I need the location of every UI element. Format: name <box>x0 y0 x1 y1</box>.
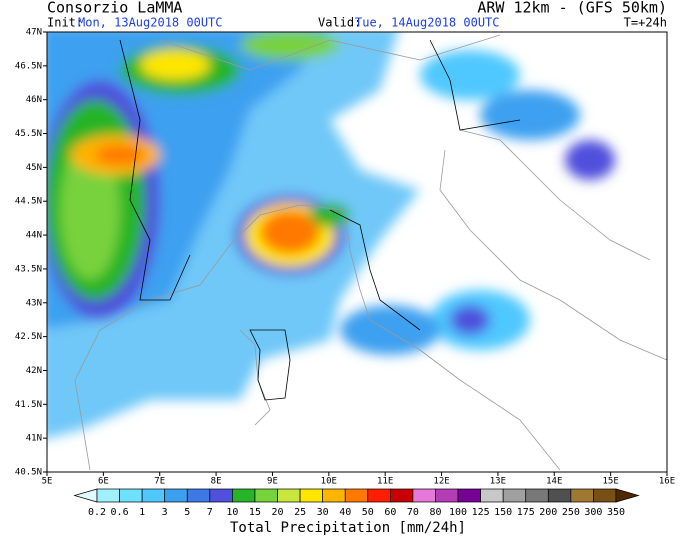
colorbar-label: 15 <box>249 507 261 518</box>
init-label: Init: <box>47 16 83 30</box>
lat-label: 44.5N <box>15 197 42 207</box>
colorbar-label: 20 <box>271 507 283 518</box>
colorbar-label: 150 <box>494 507 512 518</box>
lead-time: T=+24h <box>624 16 667 30</box>
colorbar-box <box>525 488 549 503</box>
colorbar-label: 300 <box>584 507 602 518</box>
lon-label: 13E <box>490 477 506 487</box>
colorbar-box <box>593 488 617 503</box>
title: Consorzio LaMMA <box>47 0 182 17</box>
colorbar-label: 60 <box>384 507 396 518</box>
model: ARW 12km - (GFS 50km) <box>477 0 667 17</box>
colorbar-label: 200 <box>539 507 557 518</box>
lat-label: 40.5N <box>15 468 42 478</box>
lon-label: 16E <box>659 477 675 487</box>
lon-label: 11E <box>377 477 393 487</box>
colorbar-box <box>547 488 572 503</box>
colorbar-label: 25 <box>294 507 306 518</box>
colorbar-label: 5 <box>184 507 190 518</box>
colorbar-label: 0.2 <box>88 507 106 518</box>
colorbar-arrow <box>73 488 98 503</box>
colorbar-box <box>299 488 324 503</box>
colorbar-label: 100 <box>449 507 467 518</box>
colorbar-box <box>277 488 301 503</box>
colorbar-label: 350 <box>607 507 625 518</box>
colorbar-box <box>232 488 256 503</box>
valid-date: Tue, 14Aug2018 00UTC <box>355 16 500 30</box>
lat-label: 41N <box>26 434 42 444</box>
lat-label: 45N <box>26 163 42 173</box>
lon-label: 15E <box>603 477 619 487</box>
lat-label: 47N <box>26 28 42 38</box>
colorbar-label: 70 <box>407 507 419 518</box>
lon-label: 8E <box>211 477 222 487</box>
colorbar-box <box>502 488 527 503</box>
lon-label: 6E <box>98 477 109 487</box>
lon-label: 10E <box>321 477 337 487</box>
colorbar-box <box>480 488 504 503</box>
lat-label: 44N <box>26 231 42 241</box>
colorbar-label: 7 <box>207 507 213 518</box>
map-frame <box>46 31 668 473</box>
colorbar-label: 1 <box>139 507 145 518</box>
lon-label: 14E <box>546 477 562 487</box>
colorbar-box <box>141 488 166 503</box>
lat-label: 46N <box>26 95 42 105</box>
colorbar-arrow <box>615 488 640 503</box>
colorbar-box <box>367 488 391 503</box>
colorbar-box <box>457 488 481 503</box>
lon-label: 7E <box>154 477 165 487</box>
colorbar-box <box>344 488 369 503</box>
valid-label: Valid: <box>318 16 361 30</box>
lat-label: 46.5N <box>15 61 42 71</box>
colorbar-label: 3 <box>162 507 168 518</box>
init-date: Mon, 13Aug2018 00UTC <box>78 16 223 30</box>
colorbar-label: 0.6 <box>111 507 129 518</box>
colorbar-title: Total Precipitation [mm/24h] <box>230 520 466 536</box>
colorbar-box <box>570 488 594 503</box>
colorbar-box <box>164 488 188 503</box>
colorbar-box <box>96 488 120 503</box>
lat-label: 43N <box>26 298 42 308</box>
lon-label: 5E <box>42 477 53 487</box>
colorbar-box <box>254 488 278 503</box>
colorbar-box <box>389 488 414 503</box>
lat-label: 43.5N <box>15 264 42 274</box>
colorbar-box <box>209 488 233 503</box>
lat-label: 45.5N <box>15 129 42 139</box>
colorbar-label: 175 <box>517 507 535 518</box>
colorbar-label: 10 <box>226 507 238 518</box>
lat-label: 42.5N <box>15 332 42 342</box>
colorbar-box <box>119 488 143 503</box>
colorbar-label: 30 <box>317 507 329 518</box>
colorbar: 0.2 0.6 1 3 5 7 10 15 20 25 30 40 50 60 70 80 100 125 150 1… <box>73 488 640 518</box>
map-axes: 47N 46.5N 46N 45.5N 45N 44.5N 44N 43.5N 43N 42.5N… <box>15 28 675 487</box>
lon-label: 9E <box>267 477 278 487</box>
colorbar-box <box>186 488 211 503</box>
colorbar-label: 40 <box>339 507 351 518</box>
precip-field <box>47 32 667 471</box>
lat-label: 41.5N <box>15 400 42 410</box>
colorbar-label: 125 <box>472 507 490 518</box>
lon-label: 12E <box>433 477 449 487</box>
colorbar-box <box>435 488 459 503</box>
colorbar-label: 50 <box>362 507 374 518</box>
colorbar-box <box>322 488 346 503</box>
lat-label: 42N <box>26 366 42 376</box>
colorbar-label: 80 <box>429 507 441 518</box>
colorbar-box <box>412 488 436 503</box>
colorbar-label: 250 <box>562 507 580 518</box>
